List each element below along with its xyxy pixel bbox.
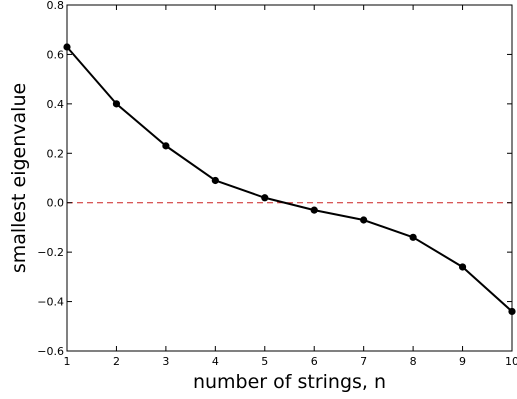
x-tick-label: 9 bbox=[459, 355, 466, 368]
data-point-n3 bbox=[162, 142, 170, 150]
data-point-n2 bbox=[112, 100, 121, 108]
x-axis-title: number of strings, n bbox=[193, 371, 386, 393]
x-tick-label: 7 bbox=[360, 355, 367, 368]
data-point-n8 bbox=[409, 233, 417, 241]
data-points bbox=[63, 43, 516, 316]
data-point-n5 bbox=[261, 194, 269, 202]
plot-frame bbox=[66, 4, 513, 352]
x-tick-label: 4 bbox=[212, 355, 219, 368]
y-tick-label: −0.6 bbox=[37, 345, 64, 358]
x-tick-label: 3 bbox=[162, 355, 169, 368]
y-tick-label: 0.0 bbox=[47, 197, 65, 210]
x-tick-label: 5 bbox=[261, 355, 268, 368]
y-tick-labels: −0.6 −0.4 −0.2 0.0 0.2 0.4 0.6 0.8 bbox=[37, 0, 64, 358]
x-tick-label: 6 bbox=[311, 355, 318, 368]
data-point-n9 bbox=[458, 263, 467, 271]
y-tick-label: 0.6 bbox=[47, 48, 65, 61]
x-tick-labels: 1 2 3 4 5 6 7 8 9 10 bbox=[64, 355, 517, 368]
y-tick-label: −0.2 bbox=[37, 246, 64, 259]
x-tick-label: 10 bbox=[505, 355, 517, 368]
y-tick-label: 0.2 bbox=[47, 147, 65, 160]
axis-ticks bbox=[66, 4, 513, 352]
data-point-n6 bbox=[310, 206, 318, 214]
series-lines bbox=[66, 46, 513, 313]
y-tick-label: −0.4 bbox=[37, 296, 64, 309]
data-point-n7 bbox=[360, 216, 368, 224]
x-tick-label: 2 bbox=[113, 355, 120, 368]
x-tick-label: 8 bbox=[410, 355, 417, 368]
series-line-0 bbox=[66, 46, 513, 313]
y-tick-label: 0.8 bbox=[47, 0, 65, 12]
y-tick-label: 0.4 bbox=[47, 98, 65, 111]
data-point-n4 bbox=[211, 176, 219, 185]
x-tick-label: 1 bbox=[64, 355, 71, 368]
y-axis-title: smallest eigenvalue bbox=[8, 83, 30, 273]
